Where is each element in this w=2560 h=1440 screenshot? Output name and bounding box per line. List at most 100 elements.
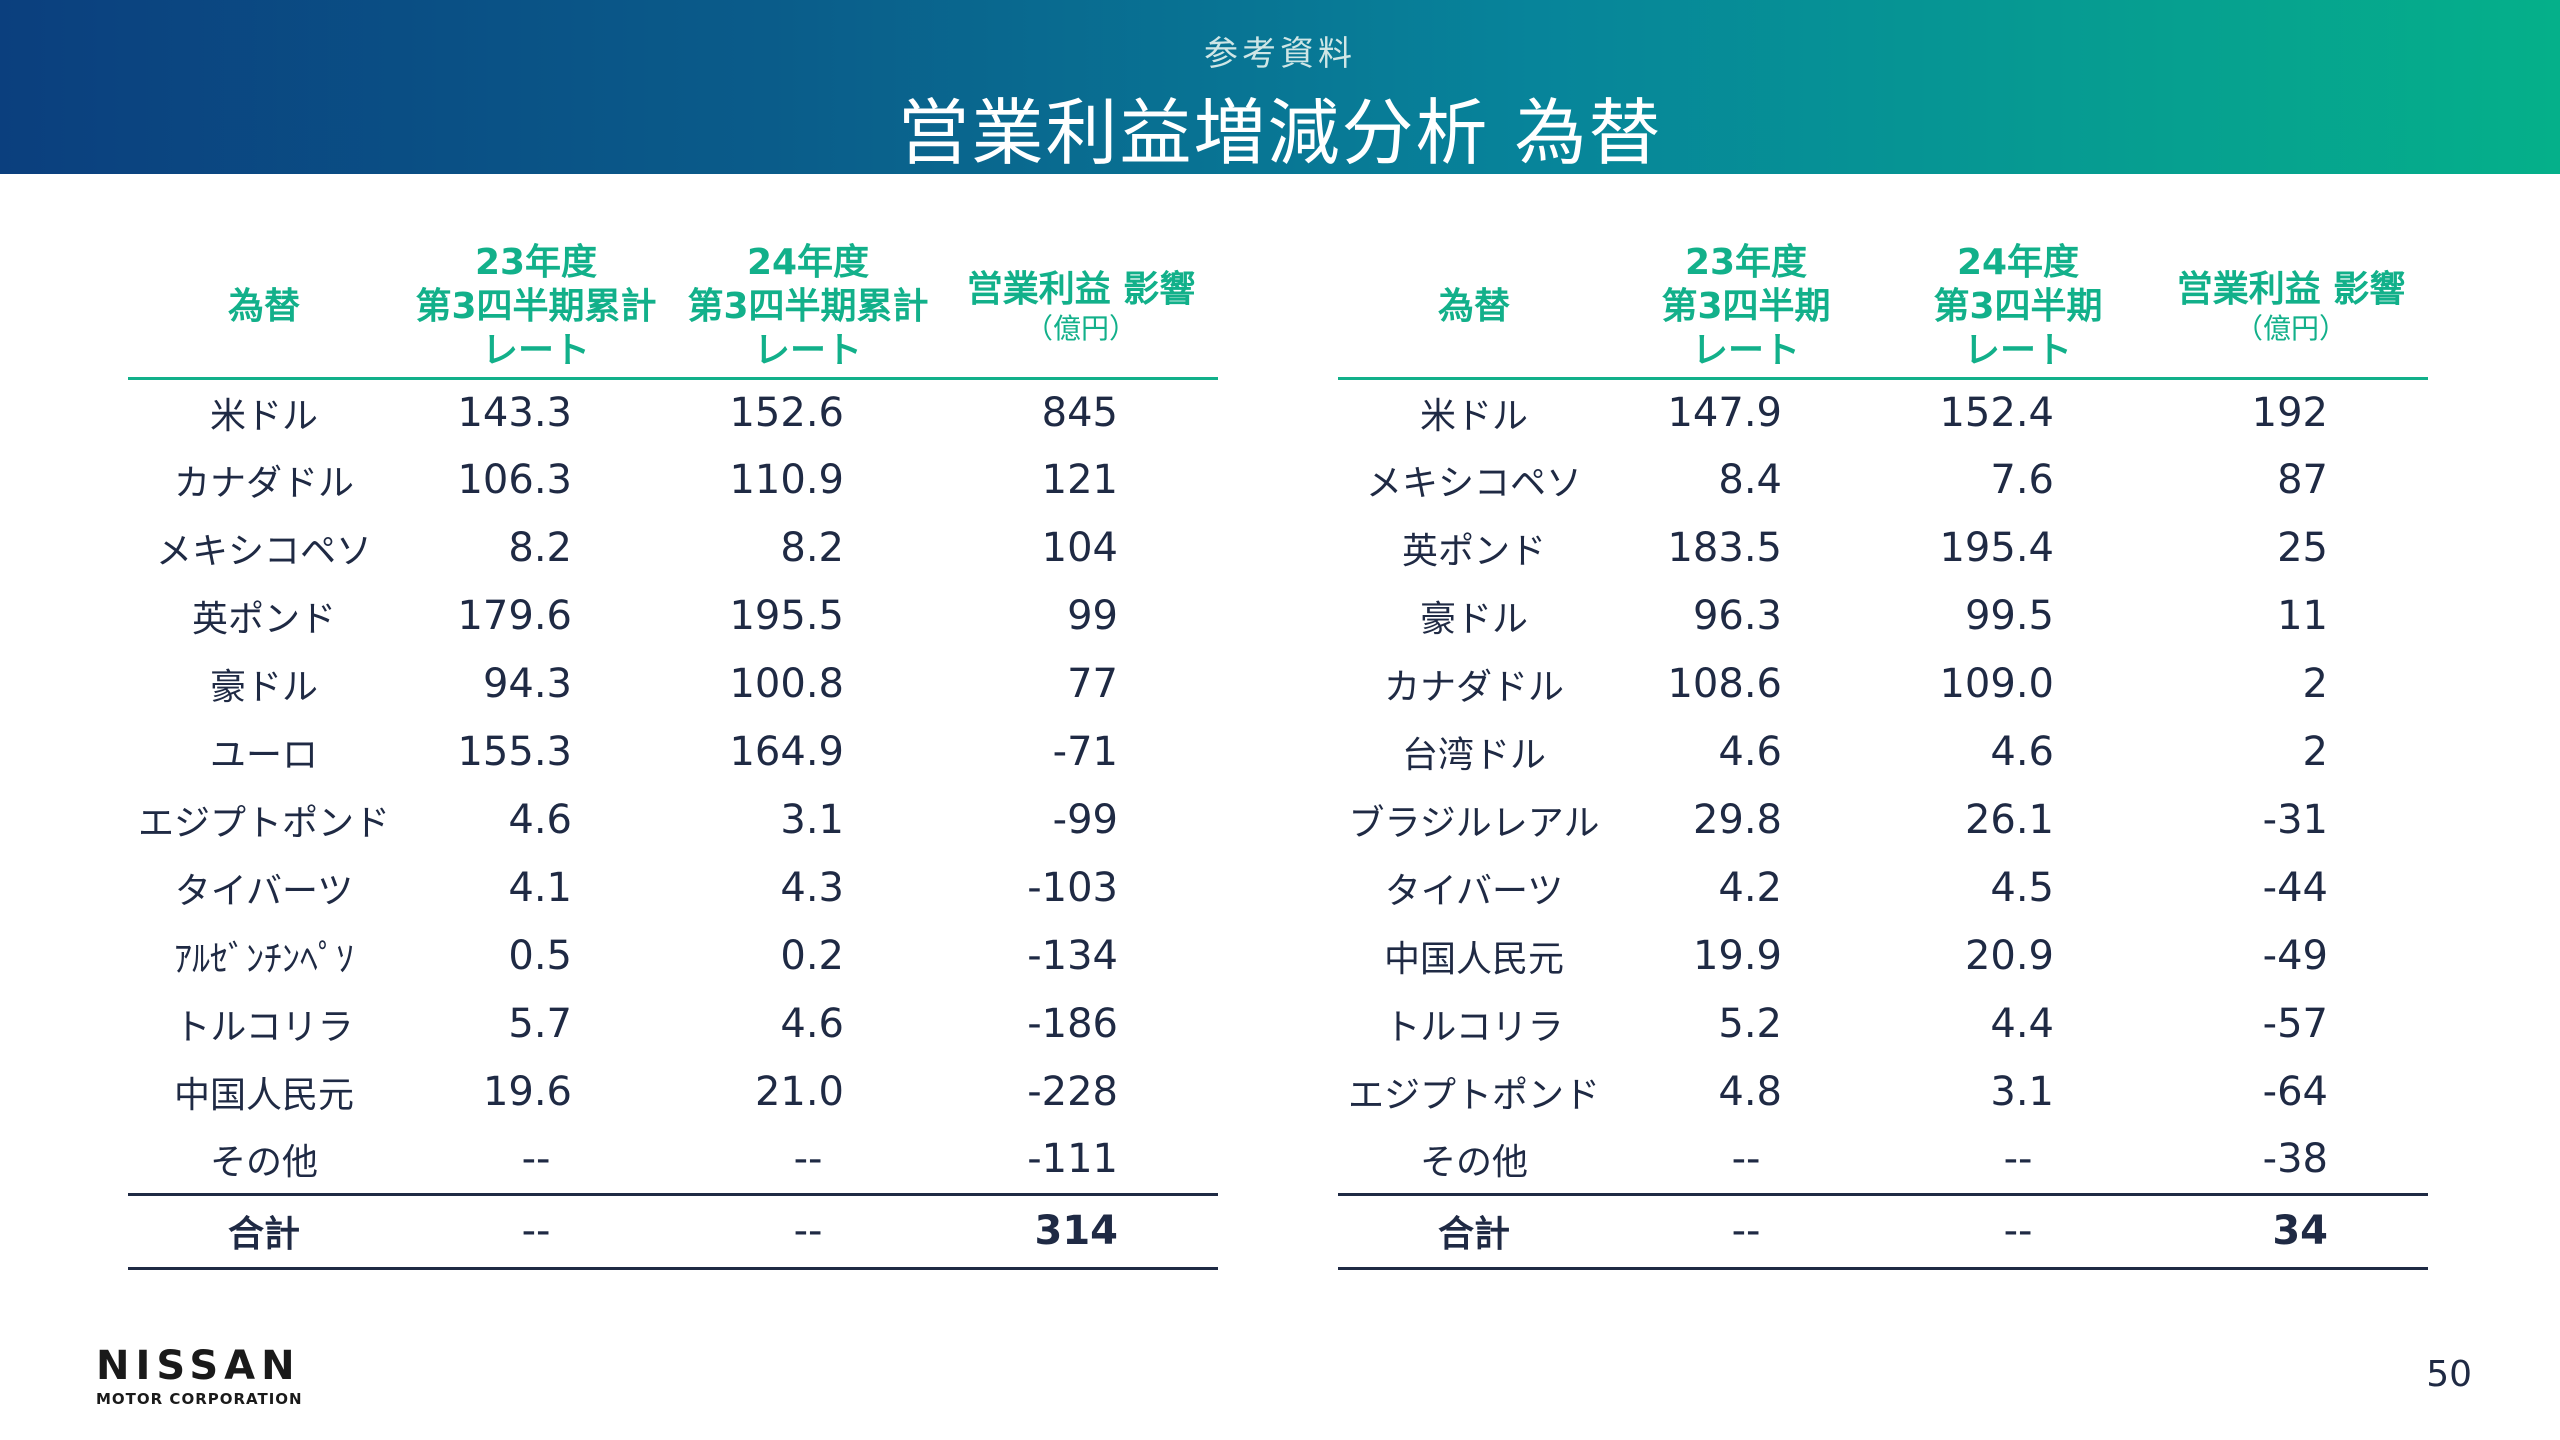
fy23-rate-cell: 5.2 [1718, 1001, 1782, 1047]
table-row: タイバーツ 4.2 4.5 -44 [1338, 854, 2428, 922]
total-row: 合計 -- -- 34 [1338, 1192, 2428, 1270]
fy24-rate-cell: 152.4 [1939, 389, 2054, 436]
impact-cell: 25 [2277, 525, 2328, 571]
header-profit-impact: 営業利益 影響 （億円） [944, 238, 1218, 380]
table-header-row: 為替 23年度 第3四半期 レート 24年度 第3四半期 レート 営業利益 影響… [1338, 238, 2428, 380]
header-fy24-rate: 24年度 第3四半期 レート [1882, 238, 2154, 380]
currency-cell: 豪ドル [209, 667, 318, 708]
table-row: 中国人民元 19.9 20.9 -49 [1338, 922, 2428, 990]
currency-cell: カナダドル [173, 463, 354, 504]
fy24-rate-cell: 3.1 [1990, 1069, 2054, 1115]
currency-cell: メキシコペソ [1365, 463, 1582, 504]
fy24-rate-cell: 195.4 [1939, 525, 2054, 571]
currency-cell: ユーロ [209, 735, 318, 776]
total-fy24: -- [672, 1192, 944, 1270]
header-currency: 為替 [128, 238, 400, 380]
table-header-row: 為替 23年度 第3四半期累計 レート 24年度 第3四半期累計 レート 営業利… [128, 238, 1218, 380]
currency-cell: 米ドル [209, 395, 318, 437]
impact-cell: -134 [1027, 933, 1118, 979]
impact-cell: -49 [2262, 933, 2328, 979]
impact-cell: 2 [2302, 729, 2328, 775]
fy24-rate-cell: 109.0 [1939, 661, 2054, 707]
impact-cell: -99 [1052, 797, 1118, 843]
fy23-rate-cell: 19.9 [1692, 933, 1782, 979]
currency-cell: ブラジルレアル [1348, 803, 1600, 844]
currency-cell: その他 [209, 1142, 318, 1184]
fx-table-cumulative: 為替 23年度 第3四半期累計 レート 24年度 第3四半期累計 レート 営業利… [128, 238, 1218, 1270]
impact-cell: -31 [2262, 797, 2328, 843]
table-row: 豪ドル 96.3 99.5 11 [1338, 582, 2428, 650]
impact-cell: -64 [2262, 1069, 2328, 1115]
fy23-rate-cell: 4.2 [1718, 865, 1782, 911]
table-body: 米ドル 147.9 152.4 192 メキシコペソ 8.4 7.6 87 英ポンド 183.5 1… [1338, 378, 2428, 1194]
fy23-rate-cell: 4.8 [1718, 1069, 1782, 1115]
table-row: カナダドル 106.3 110.9 121 [128, 446, 1218, 514]
total-label: 合計 [1338, 1192, 1610, 1270]
currency-cell: カナダドル [1383, 667, 1564, 708]
fy24-rate-cell: 152.6 [729, 389, 844, 436]
header-fy24-rate: 24年度 第3四半期累計 レート [672, 238, 944, 380]
page-subtitle: 参考資料 [1204, 34, 1356, 74]
currency-cell: タイバーツ [1384, 871, 1564, 912]
nissan-logo: NISSAN MOTOR CORPORATION [96, 1346, 303, 1408]
logo-subtext: MOTOR CORPORATION [96, 1390, 303, 1408]
impact-cell: -103 [1027, 865, 1118, 911]
total-label: 合計 [128, 1192, 400, 1270]
fy23-rate-cell: 4.1 [508, 865, 572, 911]
impact-cell: 99 [1067, 593, 1118, 639]
impact-cell: 77 [1067, 661, 1118, 707]
total-impact: 314 [944, 1192, 1218, 1270]
fy23-rate-cell: 106.3 [457, 457, 572, 503]
table-row: その他 -- -- -111 [128, 1126, 1218, 1194]
total-impact: 34 [2154, 1192, 2428, 1270]
currency-cell: 中国人民元 [1383, 939, 1564, 980]
page-number: 50 [2426, 1354, 2472, 1395]
currency-cell: その他 [1419, 1142, 1528, 1184]
fy23-rate-cell: 5.7 [508, 1001, 572, 1047]
currency-cell: 英ポンド [191, 599, 336, 640]
fy24-rate-cell: -- [2003, 1136, 2033, 1183]
table-row: ｱﾙｾﾞﾝﾁﾝﾍﾟｿ 0.5 0.2 -134 [128, 922, 1218, 990]
fy23-rate-cell: 4.6 [1718, 729, 1782, 775]
impact-cell: 192 [2251, 389, 2328, 436]
impact-cell: -186 [1027, 1001, 1118, 1047]
table-row: エジプトポンド 4.8 3.1 -64 [1338, 1058, 2428, 1126]
fy24-rate-cell: 110.9 [729, 457, 844, 503]
impact-cell: 121 [1041, 457, 1118, 503]
table-row: トルコリラ 5.2 4.4 -57 [1338, 990, 2428, 1058]
currency-cell: トルコリラ [1384, 1007, 1564, 1048]
fy24-rate-cell: 8.2 [780, 525, 844, 571]
fy23-rate-cell: 0.5 [508, 933, 572, 979]
table-body: 米ドル 143.3 152.6 845 カナダドル 106.3 110.9 121 メキシコペソ… [128, 378, 1218, 1194]
fy24-rate-cell: 0.2 [780, 933, 844, 979]
table-row: ユーロ 155.3 164.9 -71 [128, 718, 1218, 786]
impact-cell: 11 [2277, 593, 2328, 639]
table-row: メキシコペソ 8.4 7.6 87 [1338, 446, 2428, 514]
fy24-rate-cell: 21.0 [754, 1069, 844, 1115]
fy24-rate-cell: 100.8 [729, 661, 844, 707]
fy23-rate-cell: 96.3 [1692, 593, 1782, 639]
impact-cell: 104 [1041, 525, 1118, 571]
page-title: 営業利益増減分析 為替 [897, 91, 1663, 175]
impact-cell: 845 [1041, 389, 1118, 436]
currency-cell: 豪ドル [1419, 599, 1528, 640]
fy23-rate-cell: 108.6 [1667, 661, 1782, 707]
table-row: 米ドル 147.9 152.4 192 [1338, 378, 2428, 446]
fy23-rate-cell: 19.6 [482, 1069, 572, 1115]
fy23-rate-cell: 155.3 [457, 729, 572, 775]
impact-cell: 2 [2302, 661, 2328, 707]
currency-cell: メキシコペソ [155, 531, 372, 572]
fy23-rate-cell: 8.4 [1718, 457, 1782, 503]
impact-cell: -228 [1027, 1069, 1118, 1115]
impact-cell: -71 [1052, 729, 1118, 775]
table-row: 米ドル 143.3 152.6 845 [128, 378, 1218, 446]
fy23-rate-cell: 4.6 [508, 797, 572, 843]
fy23-rate-cell: 147.9 [1667, 389, 1782, 436]
header-fy23-rate: 23年度 第3四半期累計 レート [400, 238, 672, 380]
fy23-rate-cell: 8.2 [508, 525, 572, 571]
impact-cell: -57 [2262, 1001, 2328, 1047]
table-row: 中国人民元 19.6 21.0 -228 [128, 1058, 1218, 1126]
currency-cell: エジプトポンド [1347, 1075, 1600, 1116]
fy23-rate-cell: 179.6 [457, 593, 572, 639]
fy24-rate-cell: 3.1 [780, 797, 844, 843]
